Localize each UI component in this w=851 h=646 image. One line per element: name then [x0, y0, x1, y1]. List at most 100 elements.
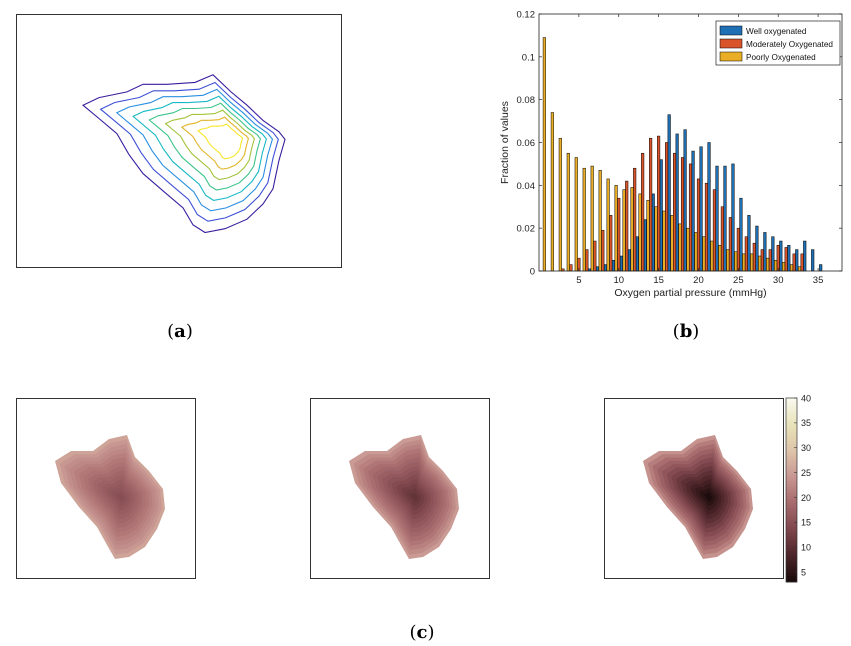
bar-well-oxygenated-17 — [675, 133, 679, 272]
colorbar-segment — [786, 447, 797, 451]
bar-well-oxygenated-14 — [651, 193, 655, 272]
bar-moderately-oxygenated-20 — [696, 178, 701, 272]
colorbar-tick-label: 35 — [801, 418, 811, 428]
colorbar-segment — [786, 539, 797, 543]
contour-level-3 — [115, 88, 274, 212]
colorbar-segment — [786, 514, 797, 518]
heatmap-panel-3 — [604, 398, 784, 579]
x-tick-label: 10 — [613, 275, 624, 286]
colorbar-segment — [786, 499, 797, 503]
bar-moderately-oxygenated-14 — [649, 137, 653, 272]
bar-well-oxygenated-29 — [771, 236, 775, 272]
bar-well-oxygenated-32 — [795, 249, 799, 272]
legend-swatch — [719, 25, 743, 36]
heatmap-level — [704, 492, 713, 502]
oxygen-histogram: 5 10 15 20 25 30 35 0 0.02 0.04 0.06 0.08 0.1 0.12 Oxy… — [499, 10, 843, 299]
bar-poorly-oxygenated-33 — [797, 266, 802, 272]
contour-level-8 — [196, 123, 244, 160]
bar-poorly-oxygenated-10 — [614, 185, 618, 272]
bar-moderately-oxygenated-9 — [609, 215, 613, 272]
bar-poorly-oxygenated-3 — [558, 137, 562, 272]
colorbar-segment — [786, 471, 797, 476]
bar-poorly-oxygenated-2 — [550, 112, 554, 272]
x-tick-label: 30 — [773, 275, 784, 286]
colorbar-tick-label: 10 — [801, 542, 811, 552]
colorbar-segment — [786, 480, 797, 485]
colorbar-segment — [786, 560, 797, 564]
bar-moderately-oxygenated-32 — [792, 253, 796, 272]
bar-well-oxygenated-16 — [667, 114, 671, 272]
legend-swatch — [719, 51, 743, 62]
bar-moderately-oxygenated-4 — [569, 264, 573, 272]
bar-well-oxygenated-10 — [619, 255, 623, 272]
y-tick-label: 0.12 — [517, 10, 536, 21]
bar-moderately-oxygenated-16 — [665, 142, 669, 272]
colorbar-segment — [786, 557, 797, 561]
bar-well-oxygenated-15 — [659, 159, 663, 272]
heatmap-level — [410, 492, 419, 502]
colorbar-tick-label: 40 — [801, 393, 811, 403]
colorbar-segment — [786, 490, 797, 494]
colorbar-segment — [786, 428, 797, 433]
bar-well-oxygenated-12 — [635, 236, 639, 272]
bar-moderately-oxygenated-30 — [776, 245, 780, 272]
bar-moderately-oxygenated-27 — [752, 242, 756, 272]
y-tick-label: 0.1 — [522, 52, 535, 63]
x-tick-label: 25 — [733, 275, 744, 286]
colorbar-segment — [786, 532, 797, 537]
bar-poorly-oxygenated-9 — [606, 178, 610, 272]
colorbar-segment — [786, 474, 797, 479]
bar-moderately-oxygenated-26 — [744, 236, 748, 272]
colorbar-tick-label: 25 — [801, 468, 811, 478]
colorbar-segment — [786, 422, 797, 426]
bar-moderately-oxygenated-18 — [680, 157, 685, 272]
bar-moderately-oxygenated-11 — [625, 180, 629, 272]
colorbar-segment — [786, 444, 797, 448]
colorbar-segment — [786, 563, 797, 568]
bar-poorly-oxygenated-15 — [654, 206, 658, 272]
colorbar-segment — [786, 505, 797, 509]
bar-moderately-oxygenated-17 — [673, 152, 677, 272]
colorbar-segment — [786, 437, 797, 442]
colorbar-segment — [786, 551, 797, 555]
x-tick-label: 20 — [693, 275, 704, 286]
bar-moderately-oxygenated-7 — [593, 240, 597, 272]
colorbar-segment — [786, 483, 797, 488]
colorbar-segment — [786, 486, 797, 491]
bar-moderately-oxygenated-19 — [688, 163, 693, 272]
contour-level-7 — [180, 116, 250, 170]
contour-plot — [81, 74, 286, 234]
colorbar-segment — [786, 545, 797, 549]
colorbar-tick-label: 5 — [801, 567, 806, 577]
bar-well-oxygenated-24 — [731, 163, 735, 272]
bar-poorly-oxygenated-12 — [630, 187, 634, 272]
bar-moderately-oxygenated-25 — [736, 227, 740, 272]
colorbar-segment — [786, 566, 797, 571]
colorbar-segment — [786, 456, 797, 460]
colorbar-segment — [786, 511, 797, 515]
bar-poorly-oxygenated-8 — [598, 170, 602, 272]
bar-poorly-oxygenated-1 — [542, 37, 546, 272]
colorbar-segment — [786, 468, 797, 472]
bar-poorly-oxygenated-26 — [742, 253, 746, 272]
heatmap-level — [116, 492, 125, 502]
bar-well-oxygenated-11 — [627, 249, 631, 272]
colorbar-segment — [786, 398, 797, 402]
colorbar-segment — [786, 410, 797, 414]
bar-moderately-oxygenated-22 — [712, 189, 716, 272]
bar-moderately-oxygenated-10 — [617, 197, 621, 272]
bar-moderately-oxygenated-23 — [720, 206, 724, 272]
colorbar-segment — [786, 529, 797, 534]
y-tick-label: 0.04 — [517, 181, 536, 192]
bar-moderately-oxygenated-28 — [760, 249, 764, 272]
caption-a: (a) — [167, 321, 193, 342]
bar-well-oxygenated-34 — [811, 249, 815, 272]
colorbar-segment — [786, 520, 797, 525]
bar-moderately-oxygenated-24 — [728, 217, 732, 272]
colorbar-segment — [786, 508, 797, 512]
bar-poorly-oxygenated-18 — [678, 223, 682, 272]
bar-poorly-oxygenated-20 — [694, 232, 698, 272]
bar-well-oxygenated-35 — [819, 264, 823, 272]
colorbar-segment — [786, 462, 797, 466]
bar-poorly-oxygenated-28 — [758, 255, 762, 272]
